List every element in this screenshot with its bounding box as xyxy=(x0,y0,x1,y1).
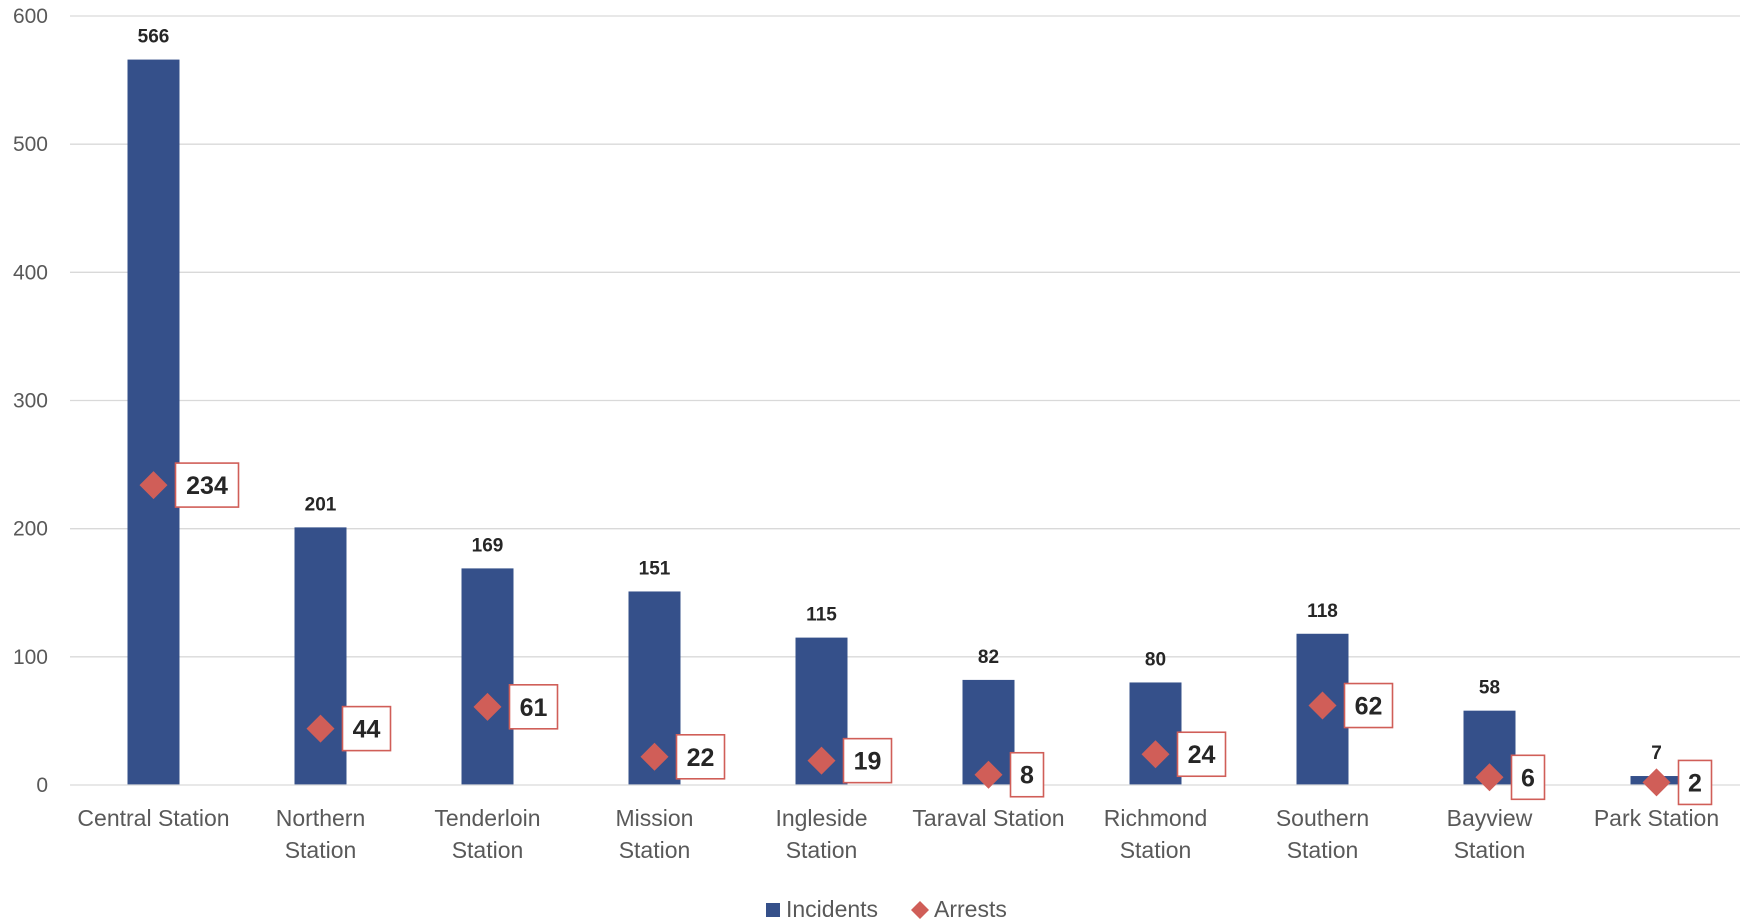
x-category-label: Richmond xyxy=(1104,805,1208,831)
gridlines xyxy=(70,15,1740,658)
incidents-bar xyxy=(127,59,180,786)
incidents-bar xyxy=(294,527,347,785)
y-tick-label: 100 xyxy=(13,646,48,669)
incidents-bar xyxy=(1129,682,1182,785)
arrests-label-box xyxy=(1009,751,1045,798)
arrests-marker xyxy=(1475,763,1504,792)
incidents-data-label: 82 xyxy=(978,647,999,668)
x-category-label: Station xyxy=(1120,837,1192,863)
arrests-label-box xyxy=(174,462,240,508)
y-tick-label: 500 xyxy=(13,133,48,156)
incidents-data-label: 58 xyxy=(1479,678,1500,699)
x-category-label: Station xyxy=(1287,837,1359,863)
incidents-data-label: 151 xyxy=(639,558,671,579)
arrests-marker xyxy=(1642,768,1671,797)
x-category-label: Station xyxy=(1454,837,1526,863)
legend-swatch-incidents xyxy=(766,903,780,917)
x-category-label: Central Station xyxy=(77,805,229,831)
legend-label-arrests: Arrests xyxy=(934,896,1007,922)
arrests-label-box xyxy=(1176,731,1227,778)
arrests-label-box xyxy=(675,734,726,780)
arrests-data-label: 19 xyxy=(854,748,882,776)
y-tick-label: 600 xyxy=(13,5,48,28)
arrests-label-box xyxy=(508,684,559,730)
x-category-label: Ingleside xyxy=(775,805,867,831)
x-category-label: Station xyxy=(619,837,691,863)
incidents-data-label: 566 xyxy=(138,27,170,48)
arrests-label-box xyxy=(1677,759,1713,806)
x-category-label: Southern xyxy=(1276,805,1369,831)
arrests-data-label: 234 xyxy=(186,472,228,500)
arrests-data-label: 22 xyxy=(687,744,715,772)
x-category-label: Station xyxy=(452,837,524,863)
arrests-data-label: 6 xyxy=(1521,764,1535,792)
arrests-marker xyxy=(1308,691,1337,720)
y-tick-label: 0 xyxy=(36,774,48,797)
x-category-label: Bayview xyxy=(1447,805,1533,831)
legend: Incidents Arrests xyxy=(766,896,1007,922)
arrests-marker xyxy=(807,746,836,775)
incidents-bars: 566 201 169 151 115 82 80 118 58 7 xyxy=(127,27,1683,786)
legend-label-incidents: Incidents xyxy=(786,896,878,922)
y-tick-label: 300 xyxy=(13,390,48,413)
y-axis: 0 100 200 300 400 500 600 xyxy=(13,5,48,797)
incidents-data-label: 118 xyxy=(1307,601,1338,622)
x-category-label: Station xyxy=(786,837,858,863)
arrests-label-box xyxy=(842,737,893,784)
arrests-data-label: 44 xyxy=(353,716,381,744)
arrests-marker xyxy=(640,742,669,771)
incidents-data-label: 201 xyxy=(305,494,337,515)
x-category-label: Park Station xyxy=(1594,805,1719,831)
arrests-marker xyxy=(1141,740,1170,769)
incidents-bar xyxy=(461,568,514,785)
arrests-marker xyxy=(306,714,335,743)
arrests-data-label: 2 xyxy=(1688,769,1702,797)
arrests-label-box xyxy=(1510,754,1546,801)
arrests-data-label: 62 xyxy=(1355,693,1383,721)
arrests-marker xyxy=(139,471,168,500)
x-category-label: Mission xyxy=(616,805,694,831)
arrests-data-label: 61 xyxy=(520,694,548,722)
incidents-data-label: 169 xyxy=(472,535,504,556)
x-category-label: Taraval Station xyxy=(912,805,1064,831)
x-axis: Central Station Northern Station Tenderloin… xyxy=(70,784,1740,863)
arrests-marker xyxy=(473,692,502,721)
incidents-data-label: 115 xyxy=(806,605,837,626)
x-category-label: Northern xyxy=(276,805,365,831)
x-category-label: Station xyxy=(285,837,357,863)
y-tick-label: 200 xyxy=(13,518,48,541)
y-tick-label: 400 xyxy=(13,261,48,284)
legend-swatch-arrests xyxy=(911,901,929,919)
incidents-data-label: 7 xyxy=(1651,743,1662,764)
arrests-data-label: 24 xyxy=(1188,741,1216,769)
x-category-label: Tenderloin xyxy=(434,805,540,831)
arrests-marker xyxy=(974,760,1003,789)
arrests-label-box xyxy=(341,705,392,752)
arrests-label-box xyxy=(1343,682,1394,729)
arrests-data-label: 8 xyxy=(1020,762,1034,790)
incidents-data-label: 80 xyxy=(1145,649,1166,670)
